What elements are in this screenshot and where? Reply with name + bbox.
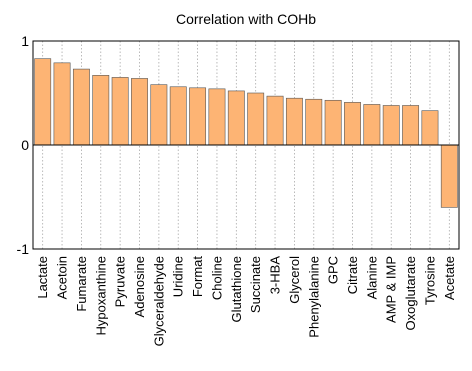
bar-pyruvate <box>111 77 129 146</box>
x-tick-label: Glycerol <box>287 256 302 304</box>
x-tick-label: Hypoxanthine <box>93 256 108 336</box>
x-axis-tick-labels: Lactate Acetoin Fumarate Hypoxanthine Pyruva… <box>35 256 457 347</box>
x-tick-label: Pyruvate <box>113 256 128 307</box>
x-tick-label: Succinate <box>248 256 263 313</box>
bar-acetate <box>440 144 458 208</box>
bar-glycerol <box>285 97 303 146</box>
bar-gpc <box>324 99 342 146</box>
bar-3-hba <box>266 95 284 146</box>
x-tick-label: Oxoglutarate <box>403 256 418 330</box>
x-tick-label: Phenylalanine <box>306 256 321 338</box>
x-tick-label: Tyrosine <box>422 256 437 305</box>
bar-glutathione <box>227 90 245 146</box>
x-tick-label: AMP & IMP <box>384 256 399 323</box>
x-tick-label: Format <box>190 256 205 298</box>
bar-alanine <box>363 104 381 146</box>
bar-tyrosine <box>421 110 439 146</box>
bar-amp-imp <box>382 105 400 146</box>
bars <box>34 58 458 208</box>
y-axis-ticks: -1 0 1 <box>17 33 38 257</box>
x-tick-label: Glyceraldehyde <box>151 256 166 346</box>
bar-phenylalanine <box>305 98 323 146</box>
bar-fumarate <box>72 68 90 146</box>
bar-adenosine <box>131 78 148 146</box>
x-tick-label: Alanine <box>364 256 379 299</box>
x-tick-label: Adenosine <box>132 256 147 317</box>
bar-format <box>189 87 207 146</box>
y-tick-label: 1 <box>21 33 29 49</box>
x-tick-label: Uridine <box>171 256 186 297</box>
x-tick-label: Citrate <box>345 256 360 294</box>
bar-oxoglutarate <box>402 105 420 146</box>
bar-glyceraldehyde <box>150 84 168 146</box>
x-tick-label: Fumarate <box>74 256 89 312</box>
x-tick-label: GPC <box>326 256 341 284</box>
y-tick-label: -1 <box>17 241 30 257</box>
x-tick-label: Acetoin <box>55 256 70 299</box>
x-tick-label: Lactate <box>35 256 50 299</box>
x-tick-label: Choline <box>209 256 224 300</box>
x-tick-label: 3-HBA <box>268 256 283 295</box>
bar-hypoxanthine <box>92 75 110 146</box>
bar-lactate <box>34 58 52 146</box>
bar-citrate <box>344 102 361 146</box>
x-tick-label: Acetate <box>442 256 457 300</box>
chart-title: Correlation with COHb <box>176 11 316 27</box>
x-tick-label: Glutathione <box>229 256 244 323</box>
y-tick-label: 0 <box>21 137 29 153</box>
bar-succinate <box>247 92 265 146</box>
bar-uridine <box>169 86 187 146</box>
bar-choline <box>208 88 226 146</box>
bar-acetoin <box>53 62 71 146</box>
